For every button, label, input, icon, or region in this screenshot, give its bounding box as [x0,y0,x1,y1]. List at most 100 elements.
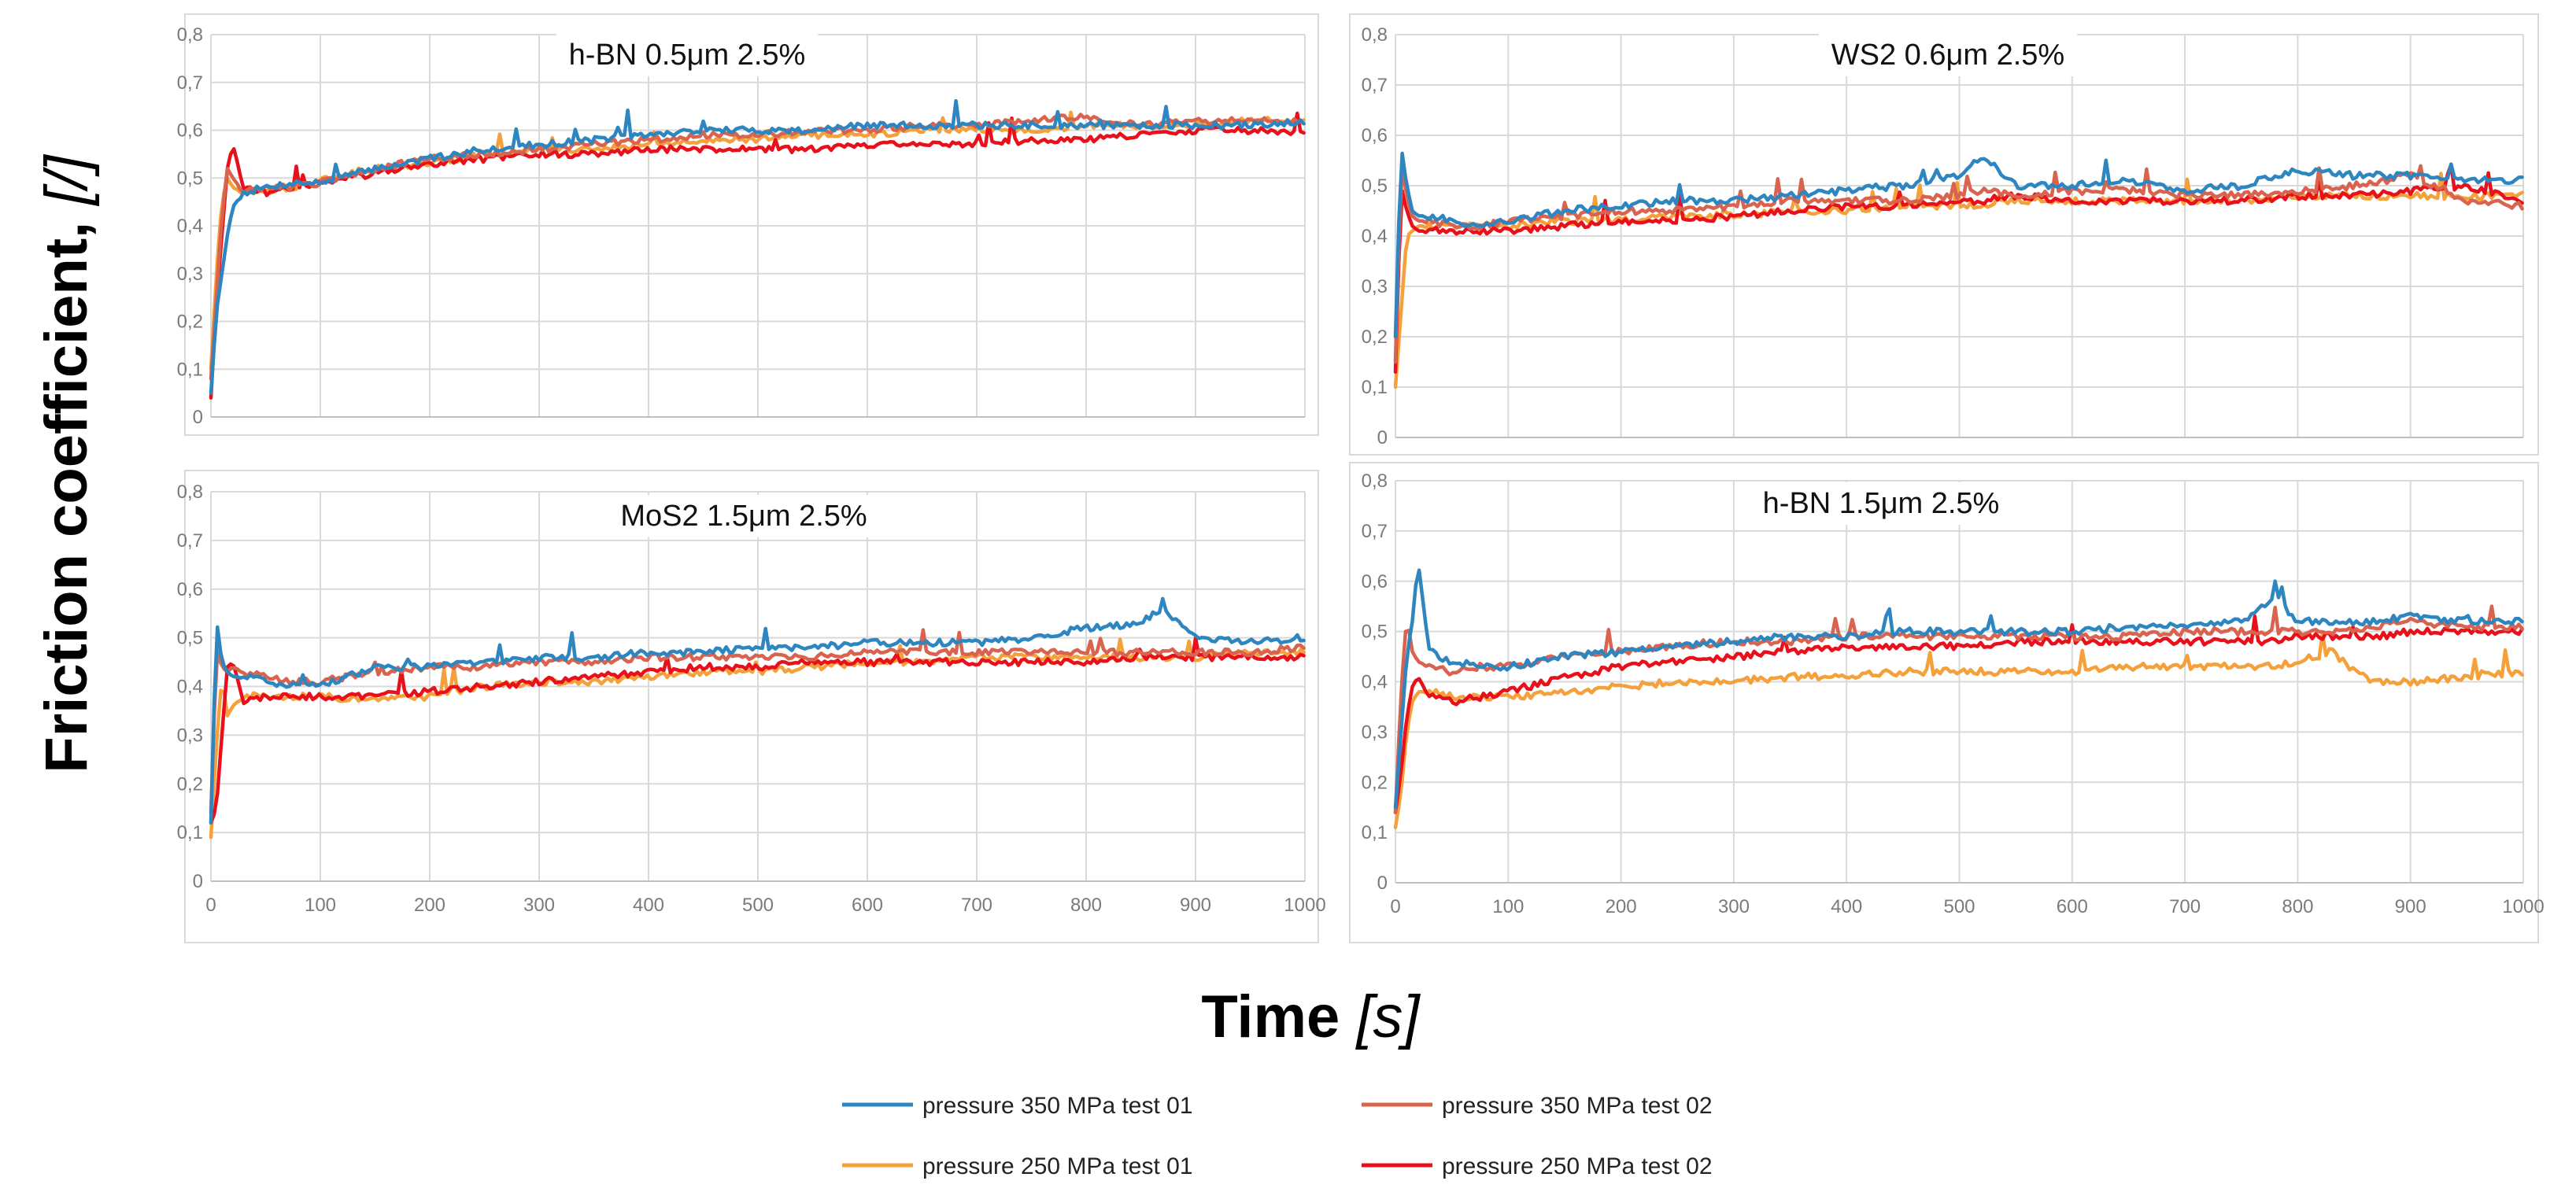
y-tick-label: 0,6 [1362,125,1388,146]
x-tick-label: 900 [1180,895,1211,916]
chart-title: h-BN 0.5μm 2.5% [569,39,806,72]
y-tick-label: 0 [1377,873,1388,894]
series-line-p250-t02 [209,636,1306,825]
plot-area: 0 0,1 0,2 0,3 0,4 0,5 0,6 0,7 0,8 [177,24,1306,428]
legend-label: pressure 350 MPa test 01 [922,1093,1193,1119]
x-tick-label: 300 [523,895,555,916]
y-tick-label: 0,6 [1362,571,1388,592]
series-line-p350-t01 [209,98,1306,395]
legend-label: pressure 250 MPa test 01 [922,1153,1193,1179]
x-tick-label: 0 [205,895,216,916]
plot-area: 0 0,1 0,2 0,3 0,4 0,5 0,6 0,7 0,8 [1362,24,2524,448]
y-tick-label: 0,1 [1362,822,1388,843]
y-tick-label: 0,8 [1362,24,1388,46]
x-tick-label: 700 [2169,896,2201,917]
x-axis-title-main: Time [1201,983,1356,1050]
y-tick-label: 0,8 [177,24,203,46]
subplot-hbn-05: 0 0,1 0,2 0,3 0,4 0,5 0,6 0,7 0,8 h-BN 0.5μm 2.5… [177,13,1319,436]
chart-title-background [1750,482,2012,525]
chart-title: h-BN 1.5μm 2.5% [1763,487,2000,520]
y-tick-label: 0,5 [1362,175,1388,197]
legend-label: pressure 350 MPa test 02 [1442,1093,1713,1119]
y-tick-label: 0,5 [177,168,203,189]
legend-item-p250-t01: pressure 250 MPa test 01 [842,1153,1193,1179]
y-tick-label: 0,2 [177,312,203,333]
series-line-p250-t02 [209,111,1306,400]
series-line-p350-t01 [1393,568,2524,810]
chart-title: MoS2 1.5μm 2.5% [620,500,867,533]
y-tick-label: 0,2 [1362,327,1388,348]
legend-label: pressure 250 MPa test 02 [1442,1153,1713,1179]
y-tick-label: 0,5 [177,628,203,649]
y-axis-title-main: Friction coefficient, [33,205,100,773]
x-tick-label: 400 [633,895,664,916]
subplot-frame [1349,13,2539,456]
subplot-ws2-06: 0 0,1 0,2 0,3 0,4 0,5 0,6 0,7 0,8 WS2 0.6μm 2.5% [1349,13,2539,456]
y-tick-label: 0,5 [1362,622,1388,643]
x-tick-label: 1000 [2502,896,2544,917]
x-tick-label: 600 [2057,896,2088,917]
x-tick-label: 300 [1718,896,1750,917]
x-tick-label: 800 [1070,895,1102,916]
series-line-p350-t01 [1393,151,2524,339]
y-tick-label: 0,6 [177,120,203,142]
y-tick-label: 0,1 [177,359,203,380]
chart-title-background [608,495,880,537]
y-axis-title: Friction coefficient, [/] [33,153,100,773]
y-tick-label: 0 [193,407,203,428]
x-tick-label: 0 [1390,896,1400,917]
chart-title-background [556,34,819,76]
x-axis-title: Time [s] [1201,983,1421,1050]
series-line-p250-t01 [1393,630,2524,829]
subplot-hbn-15: 0 0,1 0,2 0,3 0,4 0,5 0,6 0,7 0,8 0 100 200 300 400 50… [1349,462,2545,943]
legend: pressure 350 MPa test 01 pressure 350 MP… [842,1093,1713,1179]
y-tick-label: 0,4 [1362,226,1388,247]
series-line-p350-t02 [209,628,1306,815]
y-tick-label: 0,7 [177,530,203,552]
legend-item-p250-t02: pressure 250 MPa test 02 [1362,1153,1713,1179]
x-axis-title-unit: [s] [1355,983,1421,1050]
y-tick-label: 0,7 [177,72,203,94]
y-tick-label: 0,3 [1362,721,1388,743]
x-tick-label: 900 [2395,896,2426,917]
x-tick-label: 500 [742,895,774,916]
plot-area: 0 0,1 0,2 0,3 0,4 0,5 0,6 0,7 0,8 0 100 200 300 400 50… [1362,470,2545,917]
x-tick-label: 100 [305,895,336,916]
x-tick-label: 700 [961,895,992,916]
plot-area: 0 0,1 0,2 0,3 0,4 0,5 0,6 0,7 0,8 0 100 200 300 400 50… [177,482,1326,916]
subplot-frame [184,13,1319,436]
series-line-p250-t02 [1393,614,2524,814]
y-axis-title-unit: [/] [33,153,100,206]
x-tick-label: 1000 [1284,895,1325,916]
y-tick-label: 0,2 [1362,772,1388,793]
y-tick-label: 0,1 [177,822,203,843]
series-line-p350-t01 [209,596,1306,825]
series-line-p350-t02 [1393,164,2524,364]
subplot-frame [1349,462,2539,943]
x-tick-label: 800 [2282,896,2313,917]
y-tick-label: 0 [193,871,203,892]
y-tick-label: 0,7 [1362,521,1388,542]
y-tick-label: 0,4 [177,677,203,698]
y-tick-label: 0,3 [177,725,203,746]
y-tick-label: 0,2 [177,773,203,795]
y-tick-label: 0,8 [177,482,203,503]
y-tick-label: 0,8 [1362,470,1388,492]
y-tick-label: 0,4 [1362,672,1388,693]
y-tick-label: 0,1 [1362,377,1388,398]
subplot-frame [184,470,1319,943]
y-tick-label: 0 [1377,427,1388,448]
series-line-p250-t02 [1393,162,2524,375]
y-tick-label: 0,6 [177,579,203,600]
x-tick-label: 200 [414,895,445,916]
x-tick-label: 600 [852,895,883,916]
chart-title: WS2 0.6μm 2.5% [1831,39,2064,72]
x-tick-label: 100 [1492,896,1524,917]
y-tick-label: 0,4 [177,216,203,237]
x-tick-label: 200 [1606,896,1637,917]
y-tick-label: 0,7 [1362,75,1388,96]
x-tick-label: 400 [1831,896,1862,917]
subplot-mos2-15: 0 0,1 0,2 0,3 0,4 0,5 0,6 0,7 0,8 0 100 200 300 400 50… [177,470,1326,943]
x-tick-label: 500 [1943,896,1975,917]
